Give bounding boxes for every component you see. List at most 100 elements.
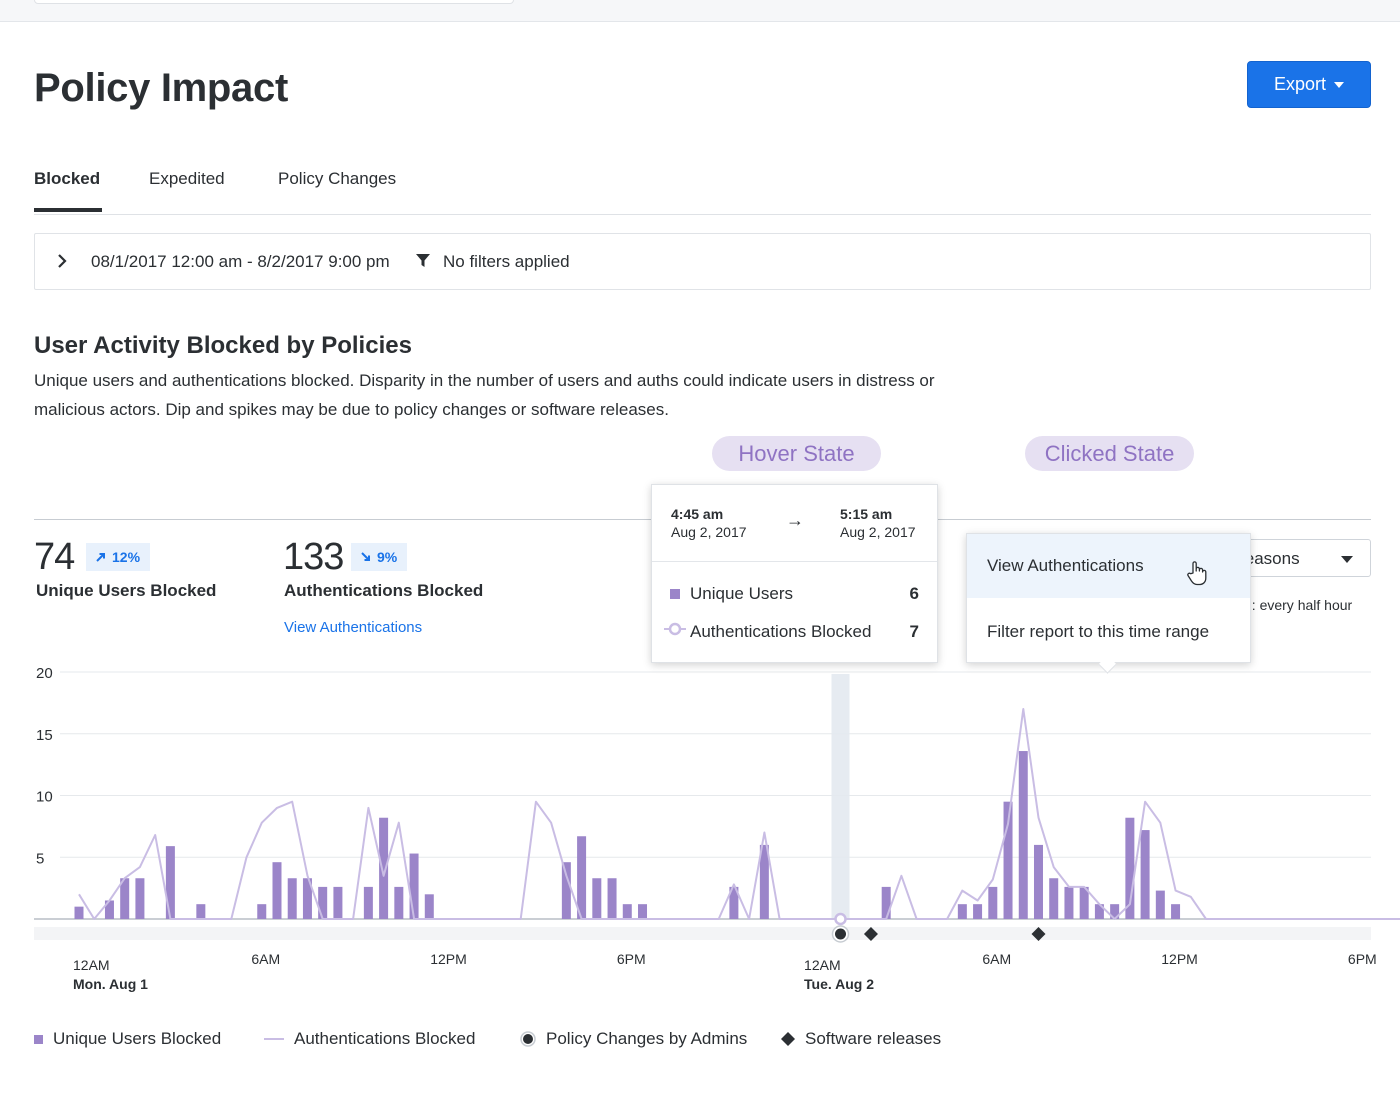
bar[interactable] <box>1140 830 1150 919</box>
bar[interactable] <box>973 904 983 919</box>
x-tick-day-label: Mon. Aug 1 <box>73 976 148 992</box>
bar[interactable] <box>424 894 434 919</box>
bar-swatch-icon <box>34 1034 43 1044</box>
menu-item-filter-report[interactable]: Filter report to this time range <box>967 600 1250 664</box>
bar[interactable] <box>318 886 328 919</box>
bar[interactable] <box>1171 904 1181 919</box>
filter-bar[interactable]: 08/1/2017 12:00 am - 8/2/2017 9:00 pm No… <box>34 233 1371 290</box>
hover-highlight-band <box>831 674 850 920</box>
caret-down-icon <box>1334 81 1345 88</box>
export-label: Export <box>1273 74 1327 94</box>
bar[interactable] <box>729 886 739 919</box>
bar[interactable] <box>257 904 267 919</box>
bar[interactable] <box>272 862 282 919</box>
legend-software-releases[interactable]: Software releases <box>781 1029 941 1049</box>
tooltip-row-value: 6 <box>909 584 919 603</box>
menu-item-label: Filter report to this time range <box>987 622 1210 641</box>
x-tick-label: 12PM <box>430 951 467 967</box>
arrow-right-icon: → <box>786 510 804 530</box>
view-authentications-link[interactable]: View Authentications <box>284 619 423 636</box>
legend-label: Policy Changes by Admins <box>546 1029 748 1048</box>
bar[interactable] <box>333 886 343 919</box>
bar[interactable] <box>1094 904 1104 919</box>
tooltip-row-label: Unique Users <box>690 584 793 603</box>
bar[interactable] <box>1064 886 1074 919</box>
x-tick-day-label: Tue. Aug 2 <box>804 976 874 992</box>
y-tick-label: 10 <box>36 789 53 806</box>
policy-change-dot <box>835 928 846 940</box>
tooltip-row-label: Authentications Blocked <box>690 622 872 641</box>
section-title: User Activity Blocked by Policies <box>34 332 412 359</box>
hover-tooltip: 4:45 am Aug 2, 2017 → 5:15 am Aug 2, 201… <box>651 484 938 663</box>
bar[interactable] <box>120 878 130 919</box>
bar[interactable] <box>1155 890 1165 919</box>
tab-policy-changes[interactable]: Policy Changes <box>278 169 397 188</box>
x-tick-label: 12PM <box>1161 951 1198 967</box>
bar[interactable] <box>1049 878 1059 919</box>
bar[interactable] <box>577 836 587 919</box>
bar[interactable] <box>1110 904 1120 919</box>
bar[interactable] <box>394 886 404 919</box>
bar[interactable] <box>592 878 602 919</box>
section-description: Unique users and authentications blocked… <box>34 371 935 419</box>
menu-item-view-authentications[interactable]: View Authentications <box>967 534 1250 598</box>
bar[interactable] <box>607 878 617 919</box>
trend-up-icon <box>96 553 105 562</box>
bar[interactable] <box>135 878 145 919</box>
chevron-right-icon[interactable] <box>53 252 71 270</box>
tab-bar: Blocked Expedited Policy Changes <box>34 162 1371 215</box>
bar[interactable] <box>1079 886 1089 919</box>
breakdown-text: vn: every half hour <box>1246 597 1353 613</box>
bar[interactable] <box>1018 751 1028 919</box>
context-menu: View Authentications Filter report to th… <box>966 533 1251 674</box>
x-tick-label: 12AM <box>804 957 841 973</box>
bar[interactable] <box>561 862 571 919</box>
bar[interactable] <box>957 904 967 919</box>
authentications-change: 9% <box>377 549 398 565</box>
bar[interactable] <box>287 878 297 919</box>
unique-users-value: 74 <box>34 536 75 578</box>
bar[interactable] <box>165 846 175 919</box>
authentications-label: Authentications Blocked <box>284 581 484 600</box>
tooltip-separator <box>652 561 937 562</box>
bar[interactable] <box>759 844 769 919</box>
bar[interactable] <box>363 886 373 919</box>
tab-expedited[interactable]: Expedited <box>149 169 225 188</box>
bar[interactable] <box>104 900 114 919</box>
bar[interactable] <box>302 878 312 919</box>
policy-change-marker-icon <box>520 1031 536 1047</box>
export-button[interactable]: Export <box>1247 61 1371 108</box>
bar[interactable] <box>622 904 632 919</box>
hover-point <box>834 912 847 926</box>
bar[interactable] <box>74 906 84 919</box>
authentications-swatch-icon <box>664 622 686 636</box>
tooltip-end-time: 5:15 am <box>840 506 893 522</box>
reasons-select[interactable]: leasons <box>1240 539 1371 577</box>
menu-item-label: View Authentications <box>987 556 1144 575</box>
bar[interactable] <box>379 817 389 919</box>
reasons-select-value: leasons <box>1241 549 1300 568</box>
bar[interactable] <box>1033 844 1043 919</box>
bar[interactable] <box>196 904 206 919</box>
clicked-state-label: Clicked State <box>1025 436 1194 471</box>
activity-chart[interactable]: 5 10 15 20 12AM Mon. Aug 1 6AM 12PM 6PM 12AM Tue. … <box>0 0 1400 1000</box>
bar[interactable] <box>638 904 648 919</box>
bar[interactable] <box>988 886 998 919</box>
y-tick-label: 5 <box>36 850 44 867</box>
hover-state-label: Hover State <box>712 436 881 471</box>
authentications-value: 133 <box>283 536 344 578</box>
top-bar <box>0 0 1400 22</box>
tab-blocked[interactable]: Blocked <box>34 169 101 188</box>
legend-unique-users[interactable]: Unique Users Blocked <box>34 1029 221 1049</box>
breakdown-interval: vn: every half hour <box>1246 597 1376 613</box>
legend-label: Unique Users Blocked <box>53 1029 222 1048</box>
y-tick-label: 20 <box>36 665 53 682</box>
bar[interactable] <box>1125 817 1135 919</box>
legend-policy-changes[interactable]: Policy Changes by Admins <box>520 1029 747 1049</box>
legend-authentications[interactable]: Authentications Blocked <box>264 1029 475 1049</box>
bar[interactable] <box>409 853 419 919</box>
unique-users-label: Unique Users Blocked <box>36 581 217 600</box>
bar[interactable] <box>881 886 891 919</box>
software-release-marker <box>1031 927 1046 941</box>
bar[interactable] <box>1003 801 1013 919</box>
